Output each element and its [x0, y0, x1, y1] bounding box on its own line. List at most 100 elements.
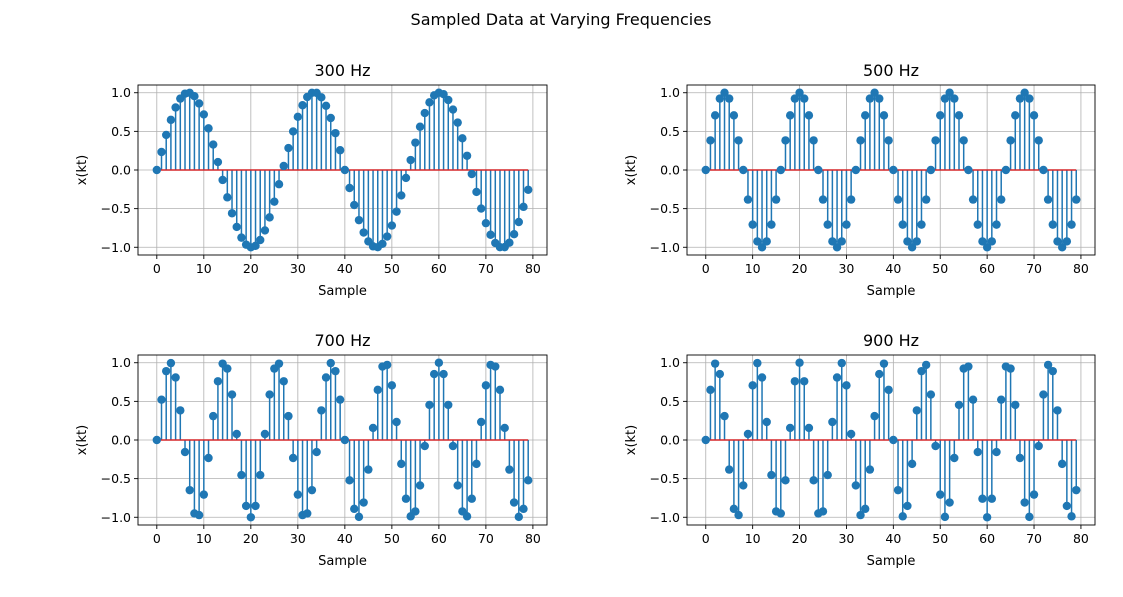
y-tick-label: 0.5: [660, 394, 680, 409]
stem-marker: [954, 400, 964, 410]
stem-marker: [968, 195, 978, 204]
stem-marker: [748, 381, 757, 390]
y-tick-label: −1.0: [101, 240, 131, 255]
stem-marker: [523, 476, 533, 485]
subplot-500hz: 0 10 20 30 40 50 60 70 80 1.0 0.5 0.0 −0.5 −1.0 500 Hz…: [624, 61, 1096, 299]
stem-marker: [753, 358, 762, 368]
stem-marker: [1072, 195, 1081, 204]
x-tick-label: 30: [838, 261, 854, 276]
stem-marker: [997, 195, 1006, 204]
stem-marker: [856, 136, 865, 145]
stem-marker: [997, 395, 1006, 404]
stem-marker: [152, 435, 162, 445]
y-tick-label: 1.0: [660, 85, 680, 100]
stem-marker: [180, 447, 190, 457]
stem-marker: [875, 369, 884, 379]
stem-marker: [800, 94, 809, 103]
stem-marker: [889, 435, 898, 445]
stem-marker: [209, 411, 218, 421]
stem-marker: [846, 429, 856, 439]
stem-marker: [265, 213, 274, 222]
stem-marker: [326, 113, 335, 123]
stem-marker: [284, 411, 293, 421]
stem-marker: [734, 136, 743, 145]
y-tick-label: 1.0: [660, 355, 680, 370]
x-tick-label: 40: [337, 261, 353, 276]
stem-marker: [1062, 501, 1072, 511]
y-tick-label: −1.0: [101, 510, 131, 525]
stem-marker: [199, 490, 209, 499]
stem-marker: [162, 366, 171, 376]
stem-marker: [523, 185, 533, 194]
stem-marker: [931, 441, 940, 451]
stem-marker: [851, 165, 861, 175]
stem-marker: [382, 360, 392, 370]
stem-marker: [340, 435, 350, 445]
y-tick-label: −0.5: [101, 201, 131, 216]
stem-marker: [359, 498, 368, 507]
stem-marker: [434, 358, 444, 367]
stem-marker: [912, 406, 921, 415]
stem-marker: [790, 94, 800, 103]
stem-marker: [936, 490, 945, 499]
stem-marker: [199, 110, 209, 119]
stem-marker: [921, 360, 931, 370]
stem-marker: [809, 136, 818, 145]
subplot-title: 700 Hz: [314, 331, 370, 350]
y-axis-label: x(kt): [624, 425, 639, 455]
x-tick-label: 50: [932, 531, 948, 546]
stem-marker: [293, 490, 303, 499]
stem-marker: [256, 470, 265, 480]
subplot-title: 300 Hz: [314, 61, 370, 80]
stem-marker: [509, 230, 519, 239]
x-tick-label: 70: [478, 531, 494, 546]
stem-marker: [1011, 400, 1020, 410]
stem-marker: [387, 221, 397, 230]
stem-marker: [1015, 94, 1025, 103]
stem-marker: [415, 122, 425, 131]
subplot-300hz: 0 10 20 30 40 50 60 70 80 1.0 0.5 0.0 −0.5 −1.0 300 Hz…: [75, 61, 548, 299]
stem-marker: [842, 220, 851, 229]
stem-marker: [274, 180, 284, 189]
y-tick-label: 0.5: [111, 394, 131, 409]
stem-marker: [260, 226, 270, 235]
stem-marker: [781, 136, 790, 145]
stem-marker: [415, 481, 425, 490]
stem-marker: [209, 140, 218, 149]
y-tick-label: 0.0: [660, 163, 680, 178]
stem-marker: [279, 161, 288, 171]
stem-marker: [274, 359, 284, 368]
stem-marker: [1020, 88, 1029, 97]
stem-marker: [1025, 512, 1034, 522]
stem-marker: [223, 193, 232, 202]
stem-marker: [288, 127, 298, 136]
stem-marker: [978, 237, 987, 246]
stem-marker: [448, 441, 458, 451]
stem-marker: [476, 204, 486, 213]
stem-marker: [987, 237, 997, 246]
stem-marker: [809, 476, 818, 485]
stem-marker: [861, 111, 870, 120]
stem-marker: [757, 373, 767, 382]
stem-marker: [729, 504, 739, 514]
stem-marker: [832, 373, 842, 382]
stem-marker: [729, 111, 739, 120]
stem-marker: [260, 429, 270, 439]
stem-marker: [1043, 360, 1053, 370]
stem-marker: [1053, 237, 1062, 246]
stem-marker: [992, 220, 1001, 229]
subplot-grid: 0 10 20 30 40 50 60 70 80 1.0 0.5 0.0 −0.5 −1.0 300 Hz…: [75, 61, 1096, 569]
stem-marker: [350, 504, 359, 514]
stem-marker: [495, 385, 505, 395]
stem-marker: [256, 235, 265, 245]
stem-marker: [978, 494, 987, 503]
stem-marker: [893, 485, 903, 495]
stem-marker: [425, 400, 434, 410]
stem-marker: [823, 470, 832, 480]
stem-marker: [157, 395, 166, 404]
stem-marker: [321, 101, 331, 110]
stem-marker: [500, 423, 509, 433]
stem-marker: [448, 105, 458, 114]
stem-marker: [701, 435, 710, 445]
stem-marker: [776, 509, 785, 518]
